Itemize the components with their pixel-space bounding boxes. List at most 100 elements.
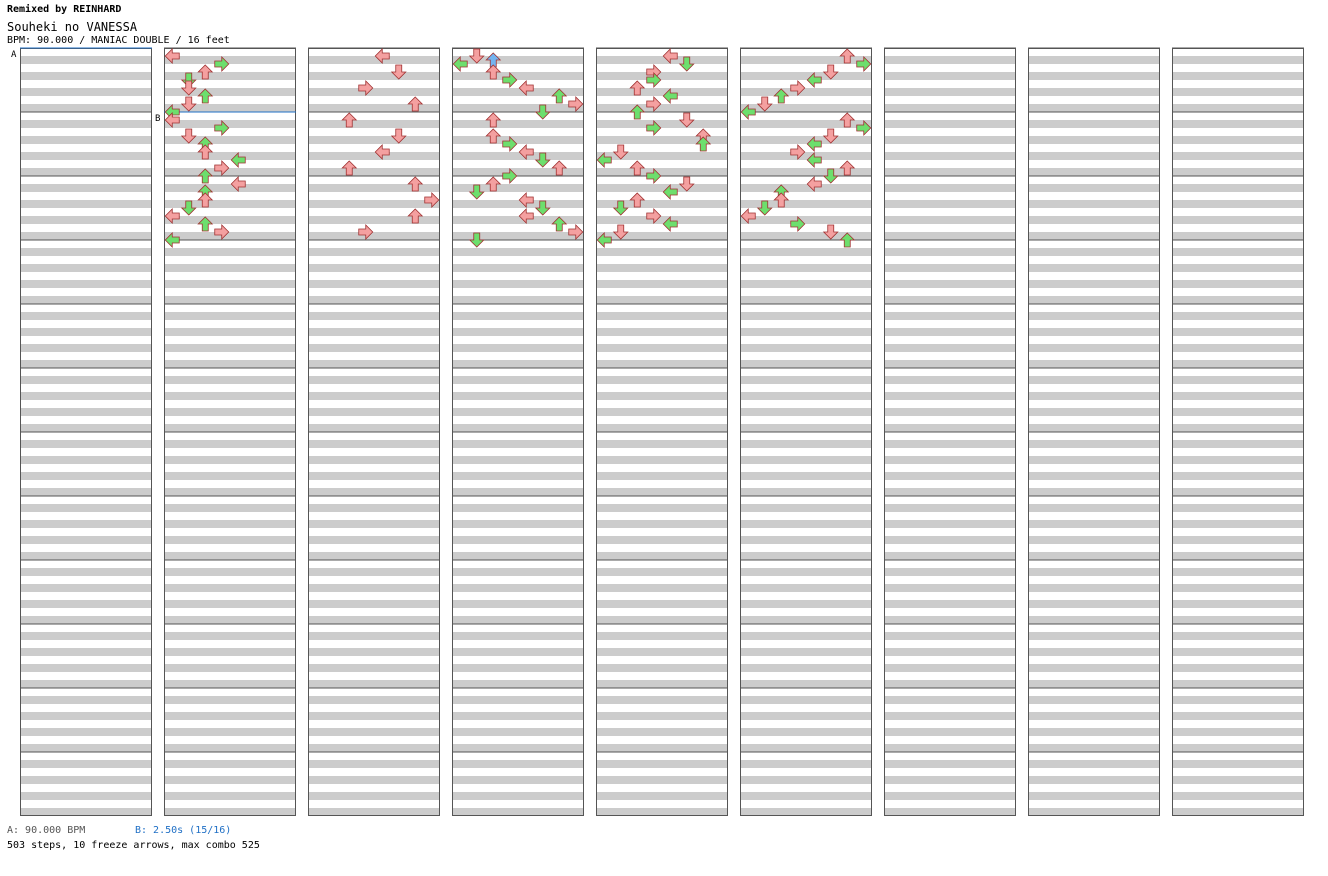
beat-stripe [1172,264,1304,272]
left-arrow-icon [164,48,180,64]
beat-stripe [884,88,1016,96]
beat-stripe [884,296,1016,304]
chart-column-border [740,48,872,816]
beat-stripe [1028,584,1160,592]
beat-stripe [452,568,584,576]
beat-stripe [164,328,296,336]
beat-stripe [20,232,152,240]
down-arrow-icon [180,80,197,96]
beat-stripe [164,72,296,80]
beat-stripe [740,600,872,608]
beat-stripe [164,792,296,800]
beat-stripe [884,120,1016,128]
beat-stripe [884,392,1016,400]
beat-stripe [884,712,1016,720]
beat-stripe [452,328,584,336]
left-arrow-icon [806,136,822,152]
beat-stripe [20,136,152,144]
beat-stripe [452,680,584,688]
beat-stripe [452,504,584,512]
beat-stripe [1172,728,1304,736]
beat-stripe [596,488,728,496]
beat-stripe [740,552,872,560]
up-arrow-icon [551,88,568,104]
beat-stripe [1172,216,1304,224]
beat-stripe [164,152,296,160]
beat-stripe [20,88,152,96]
beat-stripe [1028,408,1160,416]
beat-stripe [452,88,584,96]
beat-stripe [596,680,728,688]
beat-stripe [20,440,152,448]
beat-stripe [308,744,440,752]
beat-stripe [596,440,728,448]
beat-stripe [596,696,728,704]
beat-stripe [740,152,872,160]
chart-info: BPM: 90.000 / MANIAC DOUBLE / 16 feet [7,35,230,46]
beat-stripe [20,280,152,288]
beat-stripe [1028,440,1160,448]
beat-stripe [20,200,152,208]
beat-stripe [164,344,296,352]
beat-stripe [20,680,152,688]
beat-stripe [164,552,296,560]
beat-stripe [20,504,152,512]
chart-column-border [164,48,296,816]
down-arrow-icon [534,200,551,216]
beat-stripe [452,376,584,384]
chart-column-border [308,48,440,816]
right-arrow-icon [214,160,230,176]
beat-stripe [1172,248,1304,256]
beat-stripe [20,184,152,192]
beat-stripe [596,408,728,416]
left-arrow-icon [518,192,534,208]
beat-stripe [452,472,584,480]
beat-stripe [1172,88,1304,96]
beat-stripe [740,200,872,208]
beat-stripe [1172,600,1304,608]
beat-stripe [20,696,152,704]
beat-stripe [596,184,728,192]
beat-stripe [164,56,296,64]
beat-stripe [596,136,728,144]
beat-stripe [1028,312,1160,320]
up-arrow-icon [485,112,502,128]
beat-stripe [308,344,440,352]
beat-stripe [596,280,728,288]
beat-stripe [596,728,728,736]
beat-stripe [308,200,440,208]
beat-stripe [596,296,728,304]
beat-stripe [740,696,872,704]
beat-stripe [20,808,152,816]
beat-stripe [1028,472,1160,480]
right-arrow-icon [646,168,662,184]
beat-stripe [884,344,1016,352]
beat-stripe [740,312,872,320]
beat-stripe [20,712,152,720]
beat-stripe [740,376,872,384]
beat-stripe [740,184,872,192]
right-arrow-icon [214,224,230,240]
beat-stripe [884,472,1016,480]
beat-stripe [884,744,1016,752]
beat-stripe [308,616,440,624]
beat-stripe [596,200,728,208]
beat-stripe [164,408,296,416]
beat-stripe [1172,504,1304,512]
left-arrow-icon [806,72,822,88]
beat-stripe [1172,152,1304,160]
down-arrow-icon [180,72,197,88]
down-arrow-icon [822,224,839,240]
beat-stripe [452,792,584,800]
beat-stripe [452,200,584,208]
up-arrow-icon [839,48,856,64]
beat-stripe [740,728,872,736]
beat-stripe [884,632,1016,640]
beat-stripe [308,72,440,80]
beat-stripe [20,552,152,560]
chart-column-border [596,48,728,816]
beat-stripe [1172,56,1304,64]
beat-stripe [884,584,1016,592]
beat-stripe [164,424,296,432]
beat-stripe [20,376,152,384]
